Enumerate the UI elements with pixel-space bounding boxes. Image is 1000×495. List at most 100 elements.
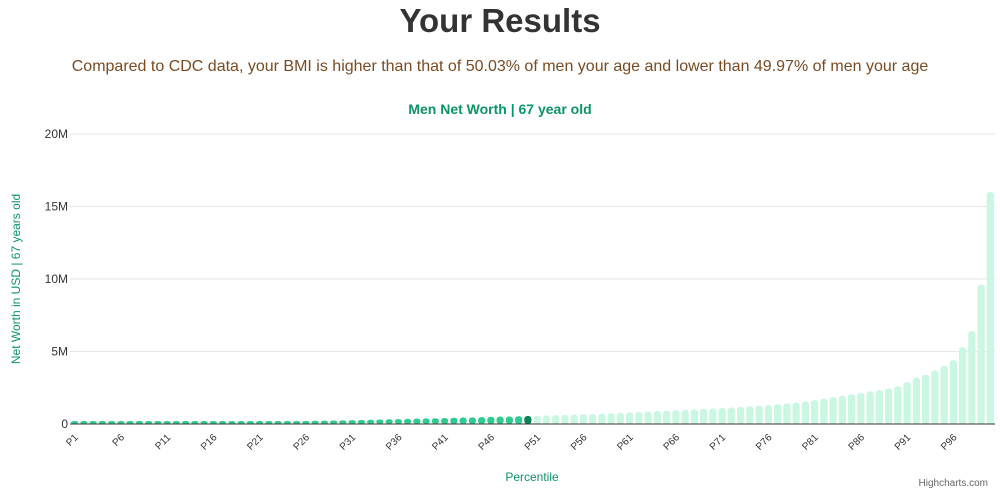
bar-p20[interactable] — [246, 421, 254, 424]
bar-p45[interactable] — [478, 417, 486, 424]
bar-p95[interactable] — [940, 366, 948, 424]
bar-p2[interactable] — [80, 421, 88, 424]
bar-p37[interactable] — [404, 418, 412, 424]
bar-p65[interactable] — [663, 410, 671, 424]
bar-p74[interactable] — [746, 406, 754, 424]
bar-p39[interactable] — [422, 418, 430, 424]
bar-p19[interactable] — [237, 421, 245, 424]
bar-p27[interactable] — [311, 420, 319, 424]
bar-p47[interactable] — [496, 416, 504, 424]
bar-p56[interactable] — [579, 414, 587, 424]
bar-p99[interactable] — [977, 284, 985, 424]
bar-p15[interactable] — [200, 421, 208, 424]
bar-p85[interactable] — [848, 394, 856, 424]
bar-p3[interactable] — [89, 421, 97, 424]
bar-p28[interactable] — [320, 420, 328, 424]
bar-p87[interactable] — [866, 391, 874, 425]
bar-p16[interactable] — [209, 421, 217, 424]
bar-p12[interactable] — [172, 421, 180, 424]
chart-credits[interactable]: Highcharts.com — [918, 478, 988, 489]
bar-p82[interactable] — [820, 398, 828, 425]
bar-p40[interactable] — [431, 418, 439, 424]
bar-p4[interactable] — [98, 421, 106, 424]
bar-p89[interactable] — [885, 388, 893, 424]
bar-p70[interactable] — [709, 408, 717, 424]
bar-p42[interactable] — [450, 417, 458, 424]
bar-p41[interactable] — [441, 417, 449, 424]
bar-p29[interactable] — [330, 420, 338, 424]
bar-p69[interactable] — [700, 408, 708, 424]
bar-p6[interactable] — [117, 421, 125, 424]
bar-p32[interactable] — [357, 419, 365, 424]
bar-p55[interactable] — [570, 414, 578, 424]
bar-p7[interactable] — [126, 421, 134, 424]
bar-p92[interactable] — [912, 377, 920, 424]
bar-p96[interactable] — [949, 360, 957, 424]
bar-p44[interactable] — [468, 417, 476, 424]
bar-p76[interactable] — [764, 405, 772, 424]
bar-p75[interactable] — [755, 405, 763, 424]
bar-p59[interactable] — [607, 413, 615, 424]
bar-p50[interactable] — [524, 416, 532, 424]
bar-p60[interactable] — [616, 412, 624, 424]
bar-p23[interactable] — [274, 421, 282, 424]
bar-p77[interactable] — [774, 404, 782, 424]
bar-p5[interactable] — [108, 421, 116, 424]
bar-p100[interactable] — [986, 192, 994, 424]
bar-p1[interactable] — [71, 421, 79, 424]
bar-p79[interactable] — [792, 402, 800, 424]
bar-p93[interactable] — [922, 374, 930, 424]
bar-p43[interactable] — [459, 417, 467, 424]
bar-p62[interactable] — [635, 411, 643, 424]
bar-p58[interactable] — [598, 413, 606, 424]
bar-p66[interactable] — [672, 410, 680, 424]
bar-p52[interactable] — [542, 415, 550, 424]
bar-p24[interactable] — [283, 421, 291, 424]
bar-p84[interactable] — [838, 395, 846, 424]
bar-p30[interactable] — [339, 420, 347, 425]
bar-p98[interactable] — [968, 331, 976, 424]
bar-p36[interactable] — [394, 419, 402, 424]
bar-p38[interactable] — [413, 418, 421, 424]
bar-p86[interactable] — [857, 392, 865, 424]
bar-p97[interactable] — [959, 347, 967, 424]
bar-p72[interactable] — [727, 407, 735, 424]
bar-p80[interactable] — [801, 401, 809, 424]
bar-p64[interactable] — [653, 411, 661, 424]
bar-p46[interactable] — [487, 416, 495, 424]
bar-p54[interactable] — [561, 414, 569, 424]
bar-p90[interactable] — [894, 386, 902, 424]
bar-p11[interactable] — [163, 421, 171, 424]
bar-p48[interactable] — [505, 416, 513, 424]
bar-p88[interactable] — [875, 389, 883, 424]
bar-p31[interactable] — [348, 420, 356, 424]
bar-p25[interactable] — [293, 421, 301, 424]
bar-p67[interactable] — [681, 409, 689, 424]
bar-p33[interactable] — [367, 419, 375, 424]
bar-p73[interactable] — [737, 406, 745, 424]
bar-p18[interactable] — [228, 421, 236, 424]
bar-p94[interactable] — [931, 370, 939, 424]
bar-p22[interactable] — [265, 421, 273, 424]
bar-p53[interactable] — [552, 415, 560, 424]
bar-p17[interactable] — [219, 421, 227, 424]
bar-p83[interactable] — [829, 397, 837, 424]
bar-p71[interactable] — [718, 408, 726, 424]
bar-p35[interactable] — [385, 419, 393, 424]
bar-p57[interactable] — [589, 414, 597, 424]
bar-p68[interactable] — [690, 409, 698, 424]
bar-p26[interactable] — [302, 420, 310, 424]
bar-p51[interactable] — [533, 415, 541, 424]
bar-p13[interactable] — [182, 421, 190, 424]
bar-p91[interactable] — [903, 381, 911, 424]
bar-p49[interactable] — [515, 416, 523, 424]
bar-p34[interactable] — [376, 419, 384, 425]
bar-p78[interactable] — [783, 403, 791, 424]
bar-p63[interactable] — [644, 411, 652, 424]
bar-p61[interactable] — [626, 412, 634, 424]
bar-p14[interactable] — [191, 421, 199, 424]
bar-p81[interactable] — [811, 400, 819, 424]
bar-p8[interactable] — [135, 421, 143, 424]
bar-p9[interactable] — [145, 421, 153, 424]
bar-p10[interactable] — [154, 421, 162, 424]
